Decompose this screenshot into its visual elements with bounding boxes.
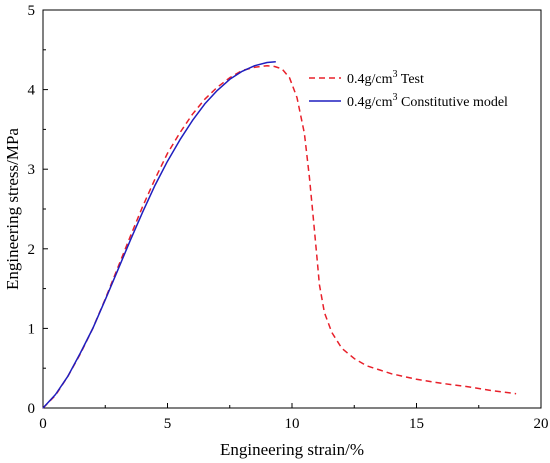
y-tick-label: 2	[28, 242, 36, 258]
legend-label: 0.4g/cm3 Test	[347, 69, 424, 87]
axis-ticks: 0 5 10 15 20 0 1 2 3 4 5	[28, 3, 549, 432]
y-axis-title: Engineering stress/MPa	[3, 128, 22, 290]
x-axis-title: Engineering strain/%	[220, 440, 364, 459]
x-tick-label: 10	[285, 416, 300, 432]
legend-label: 0.4g/cm3 Constitutive model	[347, 92, 508, 110]
legend: 0.4g/cm3 Test 0.4g/cm3 Constitutive model	[309, 69, 508, 110]
x-tick-label: 20	[534, 416, 549, 432]
x-tick-label: 5	[164, 416, 172, 432]
y-tick-label: 1	[28, 321, 36, 337]
series-line-test	[42, 64, 517, 409]
y-tick-label: 5	[28, 3, 36, 19]
plot-area	[42, 9, 542, 409]
series-line-model	[42, 60, 276, 409]
y-tick-label: 0	[28, 401, 36, 417]
y-tick-label: 3	[28, 162, 36, 178]
y-tick-label: 4	[28, 83, 36, 99]
series-lines	[42, 60, 517, 409]
x-tick-label: 15	[409, 416, 424, 432]
x-tick-label: 0	[39, 416, 47, 432]
plot-frame	[42, 9, 542, 409]
